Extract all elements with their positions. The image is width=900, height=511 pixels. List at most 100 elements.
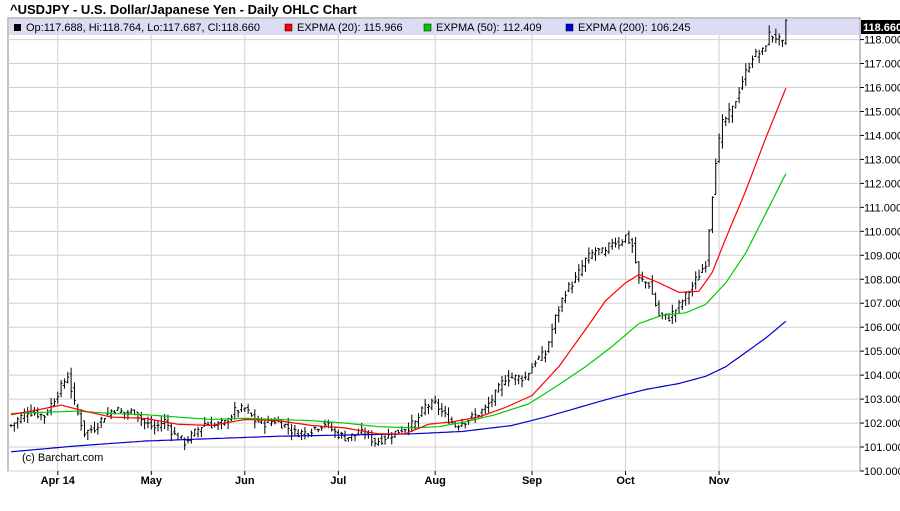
ohlc-bar [286,417,290,435]
ohlc-bar [206,421,210,426]
ohlc-bar [99,416,103,429]
ohlc-bar [527,372,531,381]
ohlc-bar [420,406,424,417]
ohlc-bar [290,424,294,441]
ohlc-bar [346,437,350,442]
ohlc-bar [507,370,511,387]
x-tick-label: Jul [330,475,346,487]
ohlc-bar [116,406,120,411]
y-tick-label: 112.000 [864,178,900,190]
ohlc-bar [196,426,200,438]
ohlc-bar [647,281,651,289]
y-tick-label: 114.000 [864,130,900,142]
ohlc-bar [640,271,644,282]
ohlc-bar [637,261,641,284]
x-tick-label: Jun [235,475,255,487]
ohlc-bar [119,407,123,414]
ohlc-bar [430,398,434,411]
ohlc-bar [614,237,618,248]
ohlc-bar [490,394,494,408]
ohlc-bar [730,105,734,123]
ohlc-bar [774,28,778,44]
ohlc-bar [630,237,634,254]
ohlc-bar [710,196,714,234]
ohlc-bar [557,306,561,323]
legend-ema200-label: EXPMA (200): 106.245 [578,22,691,34]
ohlc-bar [784,19,788,45]
y-tick-label: 117.000 [864,59,900,71]
ohlc-bar [16,416,20,429]
ohlc-bar [761,47,764,56]
ohlc-bar [403,428,407,434]
y-tick-label: 110.000 [864,226,900,238]
ohlc-bar [9,424,13,428]
ohlc-bar [547,340,551,353]
y-tick-label: 106.000 [864,322,900,334]
y-tick-label: 109.000 [864,250,900,262]
ohlc-bar [767,25,771,46]
ohlc-bar [560,297,564,313]
ohlc-bar [577,264,581,283]
ohlc-bar [263,420,267,434]
legend-ema50-label: EXPMA (50): 112.409 [436,22,542,34]
ohlc-bar [624,234,628,243]
ohlc-bar [32,406,36,416]
ohlc-bar [143,418,147,430]
ohlc-bar [437,398,441,416]
legend-bar [9,19,859,35]
ohlc-bar [497,382,501,393]
ohlc-bar [333,426,337,438]
ohlc-bar [754,48,758,58]
legend-ema20-label: EXPMA (20): 115.966 [297,22,403,34]
ohlc-bar [720,114,724,149]
y-tick-label: 104.000 [864,370,900,382]
ohlc-bar [650,275,654,295]
ohlc-bar [690,281,694,297]
ohlc-bar [169,422,173,442]
ohlc-bar [543,350,547,363]
ohlc-bar [443,405,447,418]
ohlc-bar [243,407,247,412]
ohlc-bar [740,76,744,90]
series-layer [9,19,788,453]
ohlc-bar [500,375,504,397]
ohlc-bar [771,35,775,43]
ohlc-bar [373,437,377,447]
ohlc-bar [353,435,357,442]
ohlc-bar [570,281,574,294]
ohlc-bar [129,408,133,415]
ohlc-bar [62,378,66,389]
last-price-value: 118.660 [863,22,900,34]
ohlc-bar [410,414,414,432]
legend-ohlc-swatch [14,24,21,31]
ohlc-bar [89,425,93,434]
ohlc-bar [440,403,444,417]
ohlc-bar [654,292,658,307]
ohlc-bar [583,257,587,272]
ohlc-bar [600,247,604,254]
ohlc-bar [216,421,220,431]
ohlc-bar [781,39,785,48]
legend-ohlc-label: Op:117.688, Hi:118.764, Lo:117.687, Cl:1… [26,22,260,34]
ohlc-bar [293,424,297,437]
y-tick-label: 115.000 [864,106,900,118]
ohlc-bar [79,409,83,431]
ohlc-bar [510,372,514,379]
ohlc-bar [520,375,524,388]
ohlc-bar [644,281,648,289]
ohlc-bar [233,401,237,420]
ohlc-bar [553,314,557,334]
y-tick-label: 118.000 [864,35,900,47]
legend-ema50-swatch [423,23,432,32]
ohlc-bar [26,407,30,424]
ohlc-bar [777,33,781,46]
ohlc-bar [567,282,571,293]
ohlc-bar [159,416,163,432]
ohlc-bar [52,398,56,407]
ohlc-bar [724,116,728,127]
ohlc-bar [627,230,631,245]
ohlc-bar [483,404,487,415]
ohlc-bar [457,424,461,431]
last-price-tag: 118.660 [861,20,900,34]
ohlc-bar [320,426,324,431]
